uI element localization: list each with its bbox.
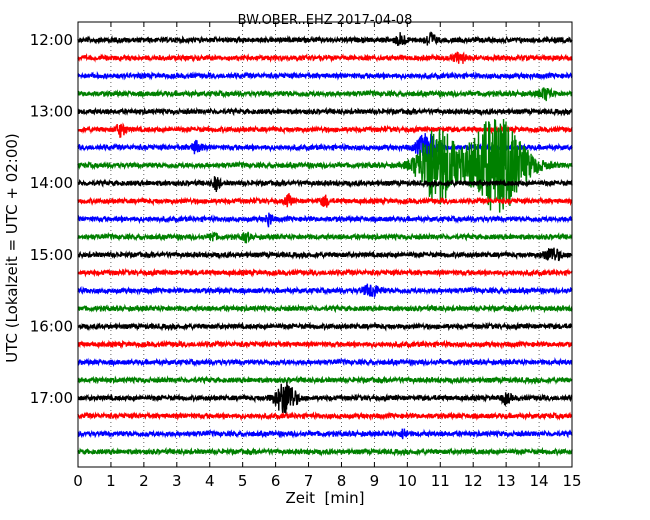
- x-tick-label: 9: [370, 472, 380, 490]
- trace-1200: [77, 31, 573, 47]
- x-tick-label: 14: [530, 472, 549, 490]
- y-tick-label: 16:00: [30, 317, 73, 335]
- trace-1400: [77, 176, 573, 192]
- x-tick-label: 6: [271, 472, 281, 490]
- x-tick-label: 5: [238, 472, 248, 490]
- trace-1730: [77, 428, 573, 440]
- trace-1545: [77, 303, 573, 314]
- trace-1630: [77, 357, 573, 368]
- trace-1345: [77, 119, 573, 213]
- y-tick-label: 12:00: [30, 31, 73, 49]
- trace-1500: [77, 247, 573, 262]
- axes-frame: [77, 21, 573, 468]
- trace-1245: [77, 87, 573, 102]
- x-tick-label: 1: [106, 472, 116, 490]
- y-tick-label: 13:00: [30, 103, 73, 121]
- trace-1445: [77, 231, 573, 244]
- trace-group: [77, 31, 573, 457]
- y-tick-label: 14:00: [30, 174, 73, 192]
- trace-1745: [77, 446, 573, 457]
- x-axis-label: Zeit [min]: [285, 489, 364, 507]
- y-tick-label: 15:00: [30, 246, 73, 264]
- trace-1215: [77, 51, 573, 64]
- x-tick-label: 10: [398, 472, 417, 490]
- chart-title: BW.OBER..EHZ 2017-04-08: [238, 13, 413, 28]
- x-tick-label: 4: [205, 472, 215, 490]
- x-tick-label: 8: [337, 472, 347, 490]
- trace-1415: [77, 193, 573, 208]
- x-axis-ticks: 0 1 2 3 4 5 6 7 8 9 10 11 12 13 14 15: [73, 22, 582, 490]
- trace-1700: [77, 382, 573, 414]
- trace-1515: [77, 267, 573, 278]
- trace-1230: [77, 70, 573, 82]
- x-tick-label: 2: [139, 472, 149, 490]
- trace-1300: [77, 106, 573, 117]
- x-tick-label: 13: [497, 472, 516, 490]
- x-tick-label: 3: [172, 472, 182, 490]
- y-tick-label: 17:00: [30, 389, 73, 407]
- trace-1530: [77, 283, 573, 299]
- trace-1615: [77, 339, 573, 350]
- x-tick-label: 15: [562, 472, 581, 490]
- x-tick-label: 11: [431, 472, 450, 490]
- x-tick-label: 0: [73, 472, 83, 490]
- plot-frame: [77, 21, 573, 468]
- trace-1600: [77, 321, 573, 332]
- y-axis-ticks: 12:00 13:00 14:00 15:00 16:00 17:00: [30, 31, 572, 407]
- trace-1715: [77, 410, 573, 422]
- y-axis-label: UTC (Lokalzeit = UTC + 02:00): [3, 133, 21, 363]
- trace-1430: [77, 212, 573, 228]
- x-tick-label: 12: [464, 472, 483, 490]
- x-tick-label: 7: [304, 472, 314, 490]
- trace-1645: [77, 375, 573, 386]
